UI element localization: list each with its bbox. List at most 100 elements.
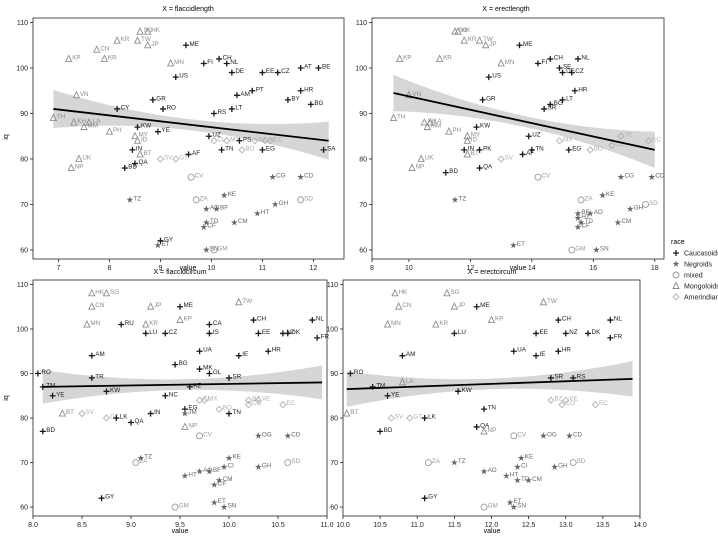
point-label: AM [406, 351, 415, 358]
data-point [591, 401, 600, 409]
data-point [475, 36, 484, 44]
data-point [525, 133, 532, 140]
data-point [574, 209, 582, 217]
point-label: SR [548, 104, 557, 111]
data-point [49, 113, 58, 121]
data-point [172, 361, 179, 368]
point-label: LA [434, 118, 443, 125]
point-label: CV [195, 173, 205, 180]
point-label: LK [428, 414, 437, 421]
point-label: MY [471, 132, 481, 139]
data-point [314, 334, 321, 341]
x-tick-label: 14.0 [633, 522, 647, 529]
point-label: HK [95, 289, 105, 296]
data-point [284, 330, 291, 337]
point-label: BT [350, 409, 358, 416]
point-label: SG [458, 27, 467, 34]
data-point [114, 105, 121, 112]
data-point [134, 124, 141, 131]
point-label: GH [279, 200, 289, 207]
x-tick-label: 10.5 [373, 522, 387, 529]
point-label: SD [304, 195, 313, 202]
point-label: KW [141, 123, 151, 130]
point-label: CZ [281, 68, 290, 75]
data-point [244, 396, 253, 404]
data-point [487, 315, 496, 324]
x-tick-label: 12 [310, 265, 318, 272]
point-label: CV [517, 431, 527, 438]
point-label: RO [167, 104, 177, 111]
point-label: TD [210, 218, 219, 225]
data-point [157, 237, 164, 244]
point-label: MK [203, 365, 213, 372]
data-point [200, 60, 207, 67]
point-label: ZA [139, 458, 148, 465]
point-label: EE [266, 68, 274, 75]
data-point [432, 320, 440, 328]
point-label: SE [563, 64, 571, 71]
data-point [540, 432, 547, 439]
point-label: QA [483, 164, 493, 171]
point-label: PS [243, 136, 251, 143]
data-point [228, 69, 235, 76]
point-label: HK [462, 27, 472, 34]
data-point [223, 60, 230, 67]
point-label: SV [505, 154, 514, 161]
data-point [533, 330, 540, 337]
data-point [547, 101, 554, 108]
point-label: KR [121, 36, 130, 43]
data-point [525, 476, 533, 484]
data-point [541, 105, 548, 112]
point-label: UK [82, 154, 92, 161]
point-label: EC [599, 400, 608, 407]
data-point [383, 320, 392, 328]
point-label: TN [488, 405, 497, 412]
point-label: JP [458, 302, 465, 309]
data-point [216, 55, 223, 62]
point-label: BD [128, 164, 137, 171]
point-label: CD [573, 431, 583, 438]
y-tick-label: 90 [20, 111, 28, 118]
data-point [206, 330, 213, 337]
point-label: TW [483, 36, 493, 43]
point-label: IS [213, 329, 219, 336]
data-point [506, 499, 514, 506]
data-point [200, 223, 208, 231]
point-label: CL [217, 136, 226, 143]
data-point [450, 302, 459, 310]
data-point [64, 54, 73, 62]
data-point [118, 321, 125, 328]
point-label: DE [235, 68, 244, 75]
point-label: KW [110, 387, 120, 394]
point-label: CO [566, 400, 576, 407]
legend-label: mixed [684, 273, 703, 280]
point-label: TZ [458, 458, 466, 465]
point-label: CM [238, 218, 248, 225]
data-point [205, 133, 212, 140]
data-point [516, 42, 523, 49]
point-label: NL [581, 54, 590, 61]
data-point [309, 317, 316, 324]
data-point [238, 146, 246, 154]
data-point [254, 396, 263, 404]
data-point [577, 219, 585, 226]
point-label: CA [213, 320, 223, 327]
point-label: CN [95, 302, 105, 309]
point-label: MN [90, 320, 100, 327]
data-point [235, 352, 242, 359]
point-label: GH [262, 463, 272, 470]
data-point [547, 374, 554, 381]
data-point [154, 128, 161, 135]
point-label: GL [213, 369, 222, 376]
data-point [34, 370, 41, 377]
point-label: ME [480, 302, 489, 309]
data-point [570, 374, 577, 381]
data-point [136, 149, 144, 158]
data-point [514, 463, 521, 470]
data-point [176, 315, 184, 324]
point-label: MY [138, 132, 148, 139]
data-point [421, 415, 428, 422]
point-label: EC [652, 136, 661, 143]
